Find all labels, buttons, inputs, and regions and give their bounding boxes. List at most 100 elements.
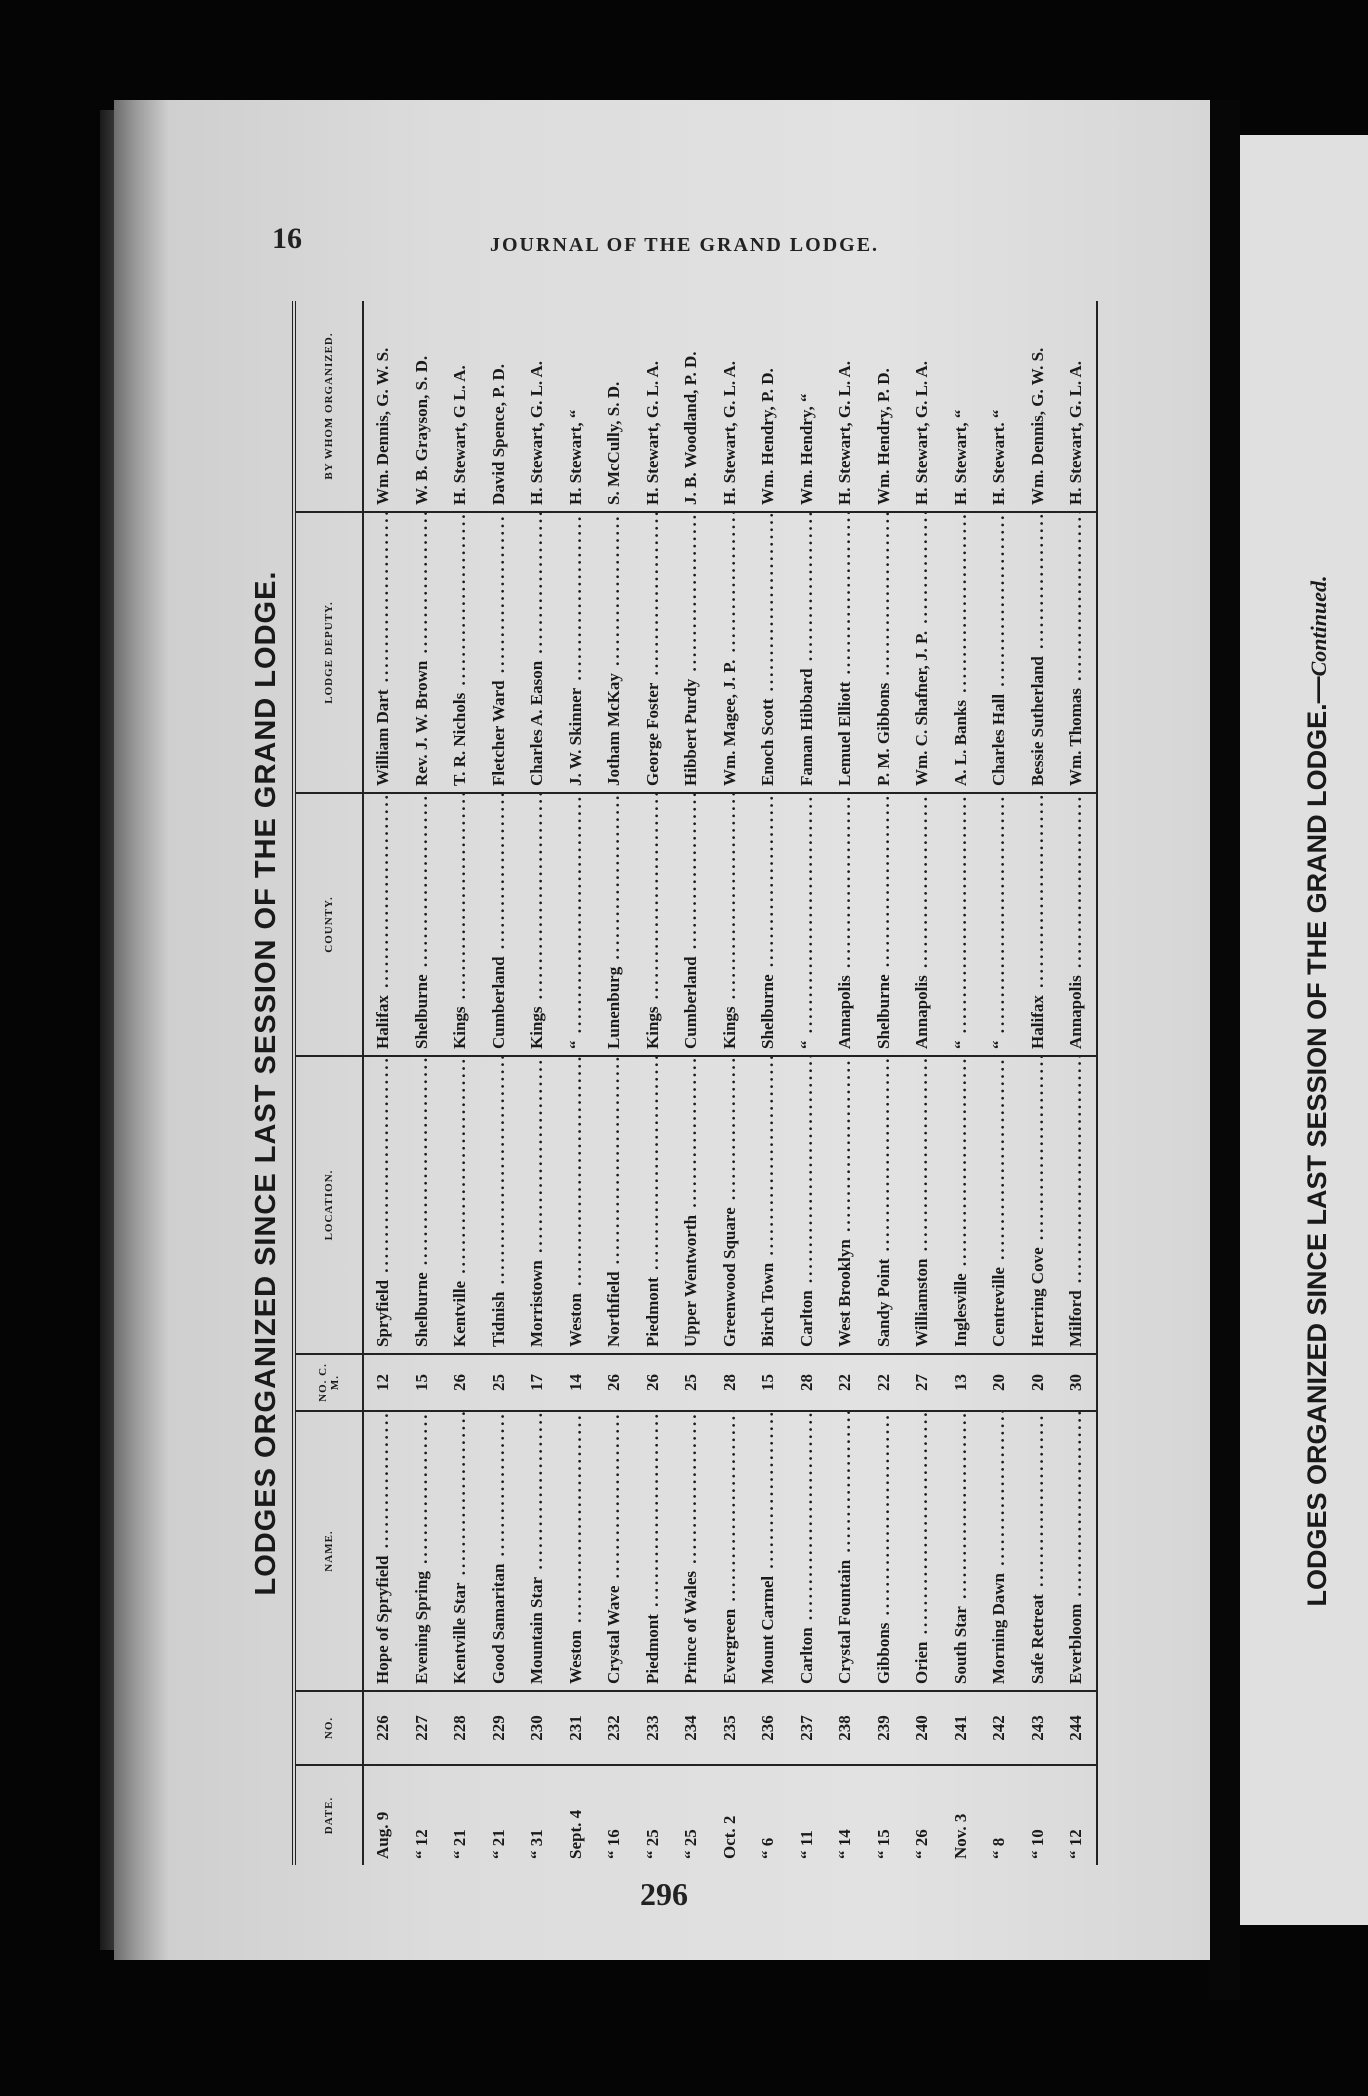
cell-text: Wm. Thomas (1066, 688, 1086, 786)
cell-text: Wm. C. Shafner, J. P. (912, 630, 932, 786)
cell-text: Wm. Dennis, G. W. S. (373, 347, 393, 505)
cell-text: S. McCully, S. D. (604, 381, 624, 505)
cell-lodge-deputy: Wm. C. Shafner, J. P. (903, 512, 942, 793)
cell-text: Oct. 2 (719, 1815, 739, 1859)
cell-text: “ 21 (488, 1829, 508, 1859)
cell-county: “ (556, 793, 595, 1056)
cell-lodge-deputy: George Foster (633, 512, 672, 793)
column-header-no-cm: NO. C. M. (294, 1354, 363, 1411)
cell-text: Shelburne (411, 974, 431, 1049)
cell-number: 233 (633, 1691, 672, 1765)
column-header-name: NAME. (294, 1411, 363, 1691)
cell-lodge-deputy: T. R. Nichols (441, 512, 480, 793)
cell-text: “ (796, 1040, 816, 1050)
cell-county: “ (941, 793, 980, 1056)
cell-text: J. W. Skinner (565, 687, 585, 786)
cell-text: 239 (873, 1715, 893, 1741)
cell-text: “ 12 (1066, 1829, 1086, 1859)
cell-date: “ 31 (518, 1765, 557, 1865)
cell-location: Herring Cove (1018, 1056, 1057, 1354)
table-row: “ 25 233 Piedmont 26 Piedmont Kings George Fos… (633, 301, 673, 1865)
cell-no-cm: 28 (787, 1354, 826, 1411)
column-header-location: LOCATION. (294, 1056, 363, 1354)
cell-date: “ 14 (826, 1765, 865, 1865)
cell-lodge-deputy: Charles Hall (980, 512, 1019, 793)
table-row: “ 11 237 Carlton 28 Carlton “ Faman Hibbard Wm.… (787, 301, 826, 1865)
cell-location: Carlton (787, 1056, 826, 1354)
cell-text: H. Stewart, “ (565, 409, 585, 505)
cell-number: 240 (903, 1691, 942, 1765)
cell-name: Prince of Wales (672, 1411, 711, 1691)
cell-location: Tidnish (479, 1056, 518, 1354)
cell-text: Annapolis (835, 975, 855, 1049)
cell-number: 244 (1057, 1691, 1097, 1765)
cell-text: H. Stewart, G. L. A. (1066, 360, 1086, 505)
cell-text: 15 (758, 1374, 778, 1391)
cell-date: “ 25 (633, 1765, 672, 1865)
cell-text: Charles A. Eason (527, 660, 547, 786)
cell-lodge-deputy: Jotham McKay (595, 512, 634, 793)
cell-no-cm: 28 (710, 1354, 749, 1411)
cell-location: Kentville (441, 1056, 480, 1354)
cell-location: Centreville (980, 1056, 1019, 1354)
cell-text: T. R. Nichols (450, 692, 470, 786)
cell-county: Halifax (363, 793, 403, 1056)
cell-number: 241 (941, 1691, 980, 1765)
cell-county: Shelburne (749, 793, 788, 1056)
right-page-title: LODGES ORGANIZED SINCE LAST SESSION OF T… (1298, 471, 1336, 1711)
cell-name: Carlton (787, 1411, 826, 1691)
cell-text: “ 26 (912, 1829, 932, 1859)
table-row: Sept. 4 231 Weston 14 Weston “ J. W. Skinner H.… (556, 301, 595, 1865)
cell-county: Kings (633, 793, 672, 1056)
cell-no-cm: 27 (903, 1354, 942, 1411)
cell-text: 28 (719, 1374, 739, 1391)
cell-location: Milford (1057, 1056, 1097, 1354)
cell-text: 25 (488, 1374, 508, 1391)
cell-name: Weston (556, 1411, 595, 1691)
cell-location: Sandy Point (864, 1056, 903, 1354)
cell-lodge-deputy: Lemuel Elliott (826, 512, 865, 793)
table-row: “ 26 240 Orien 27 Williamston Annapolis Wm. C.… (903, 301, 942, 1865)
cell-county: “ (980, 793, 1019, 1056)
cell-by-whom-organized: Wm. Dennis, G. W. S. (363, 301, 403, 512)
cell-text: Morning Dawn (989, 1573, 1009, 1684)
cell-text: Northfield (604, 1271, 624, 1347)
cell-text: 241 (950, 1715, 970, 1741)
column-header-by-whom-organized: BY WHOM ORGANIZED. (294, 301, 363, 512)
table-row: “ 31 230 Mountain Star 17 Morristown Kings Cha… (518, 301, 557, 1865)
cell-location: Williamston (903, 1056, 942, 1354)
cell-number: 230 (518, 1691, 557, 1765)
column-header-number: NO. (294, 1691, 363, 1765)
cell-location: Morristown (518, 1056, 557, 1354)
cell-name: Good Samaritan (479, 1411, 518, 1691)
cell-county: Annapolis (1057, 793, 1097, 1056)
cell-text: Rev. J. W. Brown (411, 660, 431, 786)
lodges-table-block: LODGES ORGANIZED SINCE LAST SESSION OF T… (240, 301, 1110, 1865)
table-row: “ 6 236 Mount Carmel 15 Birch Town Shelburne E… (749, 301, 788, 1865)
cell-text: Weston (565, 1293, 585, 1347)
cell-county: Cumberland (479, 793, 518, 1056)
cell-text: Nov. 3 (950, 1813, 970, 1859)
cell-number: 237 (787, 1691, 826, 1765)
cell-by-whom-organized: H. Stewart, G. L. A. (634, 301, 673, 512)
cell-text: Faman Hibbard (796, 668, 816, 786)
cell-text: 26 (642, 1374, 662, 1391)
cell-text: J. B. Woodland, P. D. (681, 351, 701, 505)
right-title-text: LODGES ORGANIZED SINCE LAST SESSION OF T… (1302, 676, 1332, 1607)
cell-name: Piedmont (633, 1411, 672, 1691)
cell-location: Upper Wentworth (672, 1056, 711, 1354)
cell-no-cm: 22 (864, 1354, 903, 1411)
cell-text: Kings (527, 1006, 547, 1049)
cell-text: “ 16 (604, 1829, 624, 1859)
cell-text: Birch Town (758, 1262, 778, 1347)
cell-text: 237 (796, 1715, 816, 1741)
cell-by-whom-organized: David Spence, P. D. (480, 301, 519, 512)
cell-lodge-deputy: Rev. J. W. Brown (402, 512, 441, 793)
cell-text: Wm. Hendry, “ (796, 393, 816, 505)
cell-text: Kings (642, 1006, 662, 1049)
cell-text: 14 (565, 1374, 585, 1391)
cell-text: 13 (950, 1374, 970, 1391)
cell-county: Cumberland (672, 793, 711, 1056)
cell-date: “ 15 (864, 1765, 903, 1865)
cell-text: Spryfield (373, 1279, 393, 1347)
